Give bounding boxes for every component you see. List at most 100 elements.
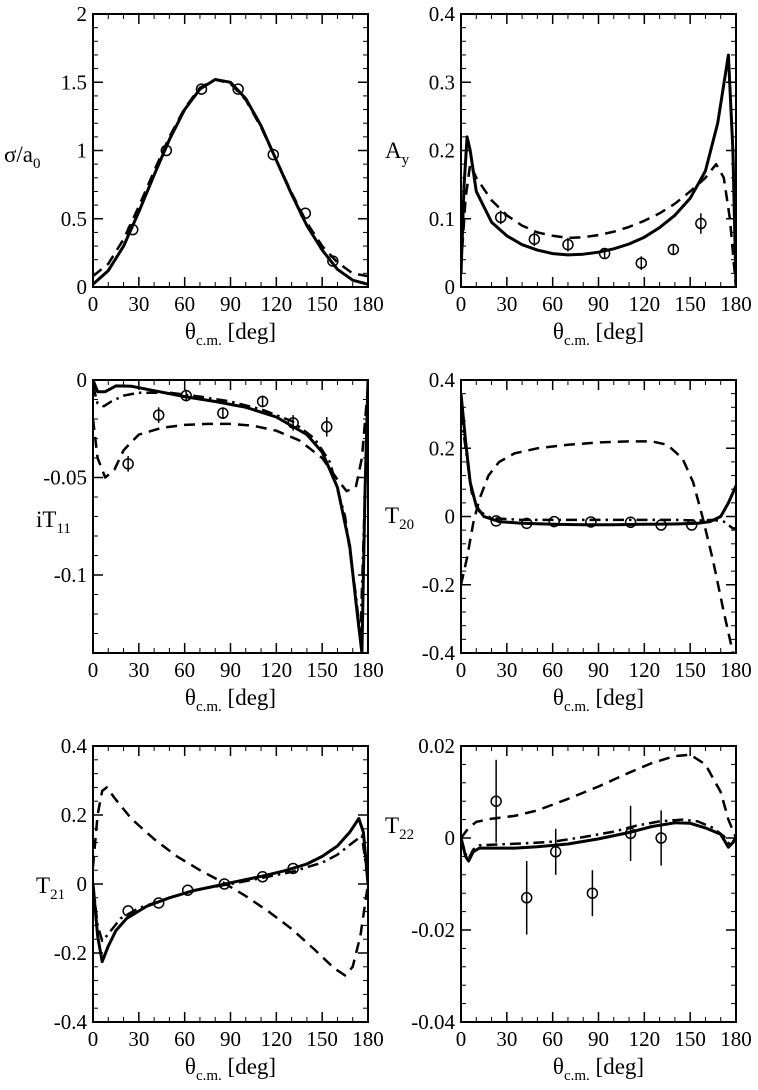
x-tick-label: 180 (720, 658, 752, 682)
y-tick-label: 0 (77, 275, 88, 299)
data-point (490, 515, 502, 527)
data-point (586, 887, 599, 899)
series-dashdot-line (461, 818, 736, 860)
x-tick-label: 150 (674, 658, 706, 682)
x-tick-label: 30 (496, 292, 517, 316)
series-solid-line (93, 817, 368, 964)
x-tick-label: 90 (220, 1027, 241, 1051)
x-tick-label: 180 (720, 292, 752, 316)
x-tick-label: 150 (674, 1027, 706, 1051)
data-point (181, 884, 194, 896)
data-point (232, 83, 244, 95)
x-tick-label: 60 (542, 1027, 563, 1051)
data-point (267, 148, 280, 161)
y-tick-label: 0 (445, 505, 456, 529)
x-tick-label: 150 (306, 658, 338, 682)
data-point (299, 207, 312, 220)
y-tick-label: -0.02 (411, 918, 455, 942)
data-point (667, 243, 680, 256)
x-tick-label: 150 (306, 1027, 338, 1051)
x-axis-label: θc.m. [deg] (553, 1054, 644, 1084)
series-dashdot-line (93, 380, 368, 639)
x-tick-label: 90 (220, 292, 241, 316)
data-point (635, 257, 648, 269)
y-tick-label: 1 (77, 139, 88, 163)
y-axis-label: iT11 (36, 507, 71, 537)
data-point (494, 211, 507, 224)
y-tick-label: 0.2 (429, 139, 455, 163)
series-dashed-line (461, 753, 736, 839)
data-point (685, 519, 698, 531)
panel-t21: 0 30 60 90 120 150 180 -0.4 -0.2 0 0.2 0.4 θc.m. [de… (36, 734, 384, 1084)
data-point (180, 389, 192, 402)
x-tick-label: 150 (306, 292, 338, 316)
x-tick-label: 90 (588, 1027, 609, 1051)
x-tick-label: 120 (629, 1027, 661, 1051)
y-axis-label: σ/a0 (4, 142, 41, 172)
data-point (218, 878, 231, 890)
y-tick-label: 0.4 (61, 734, 88, 758)
x-tick-label: 60 (174, 1027, 195, 1051)
y-axis-label: T21 (36, 873, 65, 903)
y-axis-label: Ay (385, 138, 410, 168)
data-point (528, 233, 541, 245)
series-dashed-line (93, 385, 368, 493)
data-point (152, 409, 165, 421)
x-tick-label: 120 (261, 1027, 293, 1051)
series-dashed-line (461, 162, 736, 287)
data-point (655, 832, 667, 844)
y-tick-label: 0.5 (61, 207, 87, 231)
x-tick-label: 60 (174, 658, 195, 682)
data-point (562, 238, 574, 251)
data-point (287, 417, 299, 429)
x-tick-label: 0 (88, 1027, 99, 1051)
x-tick-label: 120 (629, 658, 661, 682)
data-point (152, 897, 165, 909)
data-point (287, 862, 299, 875)
data-point (624, 827, 637, 840)
series-dashdot-line (461, 413, 736, 530)
y-tick-label: -0.4 (54, 1010, 88, 1034)
x-tick-label: 180 (720, 1027, 752, 1051)
series-solid-line (93, 78, 368, 286)
y-tick-label: 0 (445, 275, 456, 299)
x-tick-label: 60 (542, 658, 563, 682)
y-axis-label: T20 (385, 503, 414, 533)
data-point (122, 458, 134, 470)
y-tick-label: 0.3 (429, 70, 455, 94)
y-tick-label: 2 (77, 2, 88, 26)
x-tick-label: 150 (674, 292, 706, 316)
x-axis-label: θc.m. [deg] (553, 319, 644, 349)
y-tick-label: 0 (77, 368, 88, 392)
y-tick-label: 0.02 (418, 734, 455, 758)
x-tick-label: 180 (352, 292, 384, 316)
x-tick-label: 30 (496, 658, 517, 682)
x-tick-label: 90 (220, 658, 241, 682)
x-tick-label: 120 (629, 292, 661, 316)
x-tick-label: 60 (174, 292, 195, 316)
data-point (217, 407, 229, 419)
y-tick-label: 0 (445, 826, 456, 850)
x-axis-label: θc.m. [deg] (185, 1054, 276, 1084)
data-point (520, 517, 533, 530)
y-tick-label: -0.04 (411, 1010, 455, 1034)
data-point (520, 892, 533, 904)
x-tick-label: 0 (88, 658, 99, 682)
x-tick-label: 0 (456, 1027, 467, 1051)
data-point (598, 247, 611, 260)
series-dashed-line (461, 440, 735, 653)
series-solid-line (461, 53, 736, 287)
data-point (327, 255, 339, 267)
y-tick-label: 0 (77, 872, 88, 896)
data-point (160, 144, 173, 157)
x-tick-label: 90 (588, 292, 609, 316)
x-tick-label: 30 (128, 658, 149, 682)
x-axis-label: θc.m. [deg] (185, 319, 276, 349)
x-tick-label: 0 (88, 292, 99, 316)
plot-frame (460, 13, 737, 288)
series-dashdot-line (93, 834, 368, 943)
series-dashed-line (93, 786, 368, 977)
x-tick-label: 180 (352, 658, 384, 682)
data-point (321, 421, 333, 433)
